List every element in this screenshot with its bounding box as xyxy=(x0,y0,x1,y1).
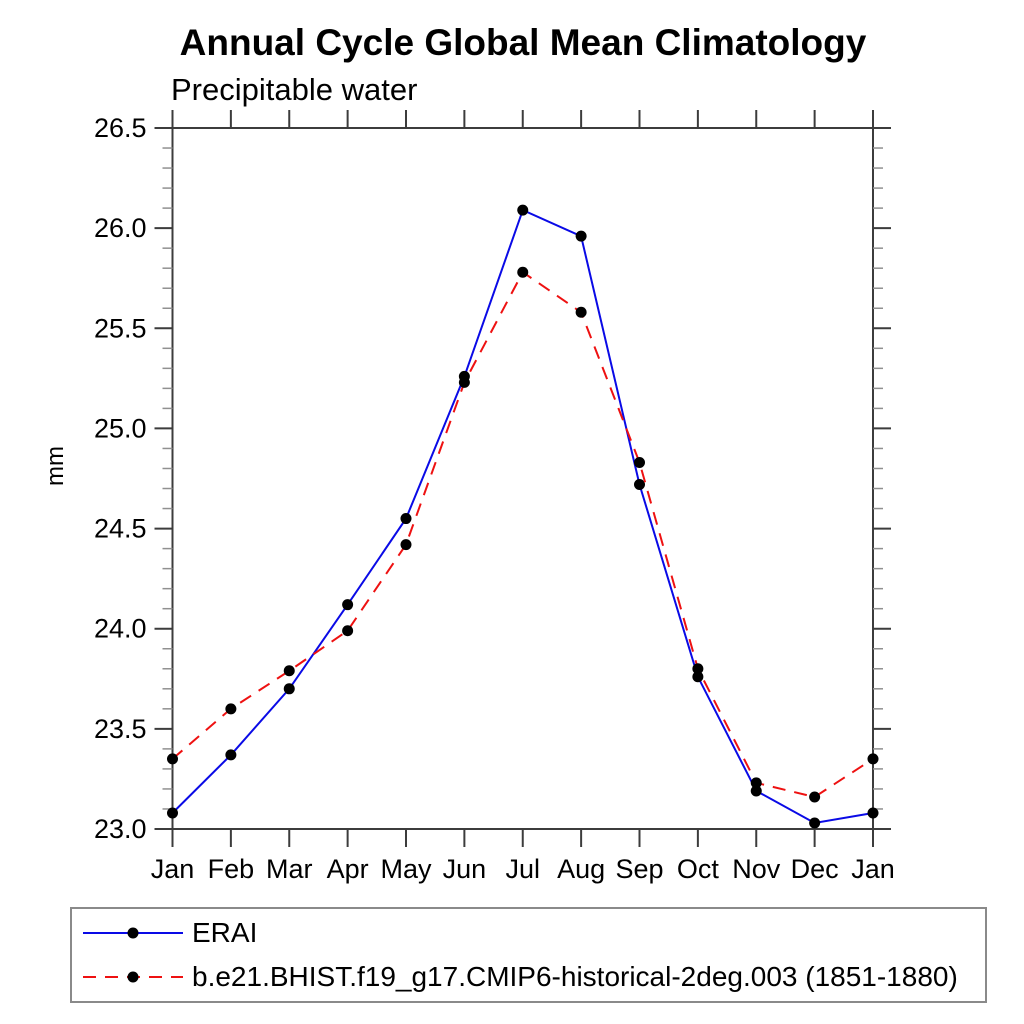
x-tick-label: Apr xyxy=(327,854,369,884)
x-tick-label: Dec xyxy=(791,854,839,884)
x-tick-label: Mar xyxy=(266,854,313,884)
legend-label-erai: ERAI xyxy=(192,917,258,948)
data-point-0 xyxy=(517,204,529,216)
data-point-0 xyxy=(750,785,762,797)
x-tick-label: Jan xyxy=(851,854,895,884)
y-tick-label: 23.0 xyxy=(94,814,147,844)
x-tick-label: Nov xyxy=(732,854,781,884)
x-tick-label: May xyxy=(380,854,432,884)
y-tick-label: 23.5 xyxy=(94,714,147,744)
x-tick-label: Aug xyxy=(557,854,605,884)
data-point-0 xyxy=(283,683,295,695)
data-point-1 xyxy=(400,539,412,551)
legend: ERAI b.e21.BHIST.f19_g17.CMIP6-historica… xyxy=(70,907,987,1003)
data-point-0 xyxy=(225,749,237,761)
data-point-1 xyxy=(575,306,587,318)
y-tick-label: 24.0 xyxy=(94,614,147,644)
x-tick-label: Sep xyxy=(615,854,663,884)
chart-title: Annual Cycle Global Mean Climatology xyxy=(179,22,867,63)
x-tick-label: Oct xyxy=(677,854,720,884)
legend-label-model: b.e21.BHIST.f19_g17.CMIP6-historical-2de… xyxy=(192,961,958,992)
y-tick-label: 25.0 xyxy=(94,413,147,443)
model-dashed-line-marker-icon xyxy=(83,971,183,983)
data-point-1 xyxy=(867,753,879,765)
data-point-1 xyxy=(225,703,237,715)
data-point-1 xyxy=(634,456,645,468)
chart-subtitle: Precipitable water xyxy=(171,72,418,107)
data-point-0 xyxy=(400,513,412,525)
data-point-1 xyxy=(809,791,821,803)
data-point-0 xyxy=(575,230,587,242)
y-tick-label: 25.5 xyxy=(94,313,147,343)
y-tick-label: 26.0 xyxy=(94,213,147,243)
data-point-0 xyxy=(634,479,645,491)
data-point-1 xyxy=(167,753,178,765)
x-tick-label: Feb xyxy=(208,854,255,884)
plot-area: 23.0 23.5 24.0 24.5 25.0 25.5 26.0 26.5 Jan Feb Ma… xyxy=(94,110,895,884)
data-point-1 xyxy=(750,777,762,789)
data-point-1 xyxy=(458,376,470,388)
x-tick-label: Jan xyxy=(151,854,195,884)
series-line-0 xyxy=(171,208,874,825)
data-point-1 xyxy=(342,625,354,637)
legend-row-erai: ERAI xyxy=(72,913,985,953)
erai-line-marker-icon xyxy=(83,927,183,939)
y-tick-label: 26.5 xyxy=(94,113,147,143)
y-tick-label: 24.5 xyxy=(94,514,147,544)
legend-row-model: b.e21.BHIST.f19_g17.CMIP6-historical-2de… xyxy=(72,957,985,997)
data-point-1 xyxy=(692,663,704,675)
data-point-0 xyxy=(692,671,704,683)
data-point-0 xyxy=(342,599,354,611)
data-point-0 xyxy=(867,807,879,819)
data-point-0 xyxy=(167,807,178,819)
data-point-1 xyxy=(283,665,295,677)
x-tick-label: Jun xyxy=(443,854,487,884)
series-line-1 xyxy=(171,270,874,799)
data-point-1 xyxy=(517,266,529,278)
data-point-0 xyxy=(809,817,821,829)
x-tick-label: Jul xyxy=(505,854,540,884)
